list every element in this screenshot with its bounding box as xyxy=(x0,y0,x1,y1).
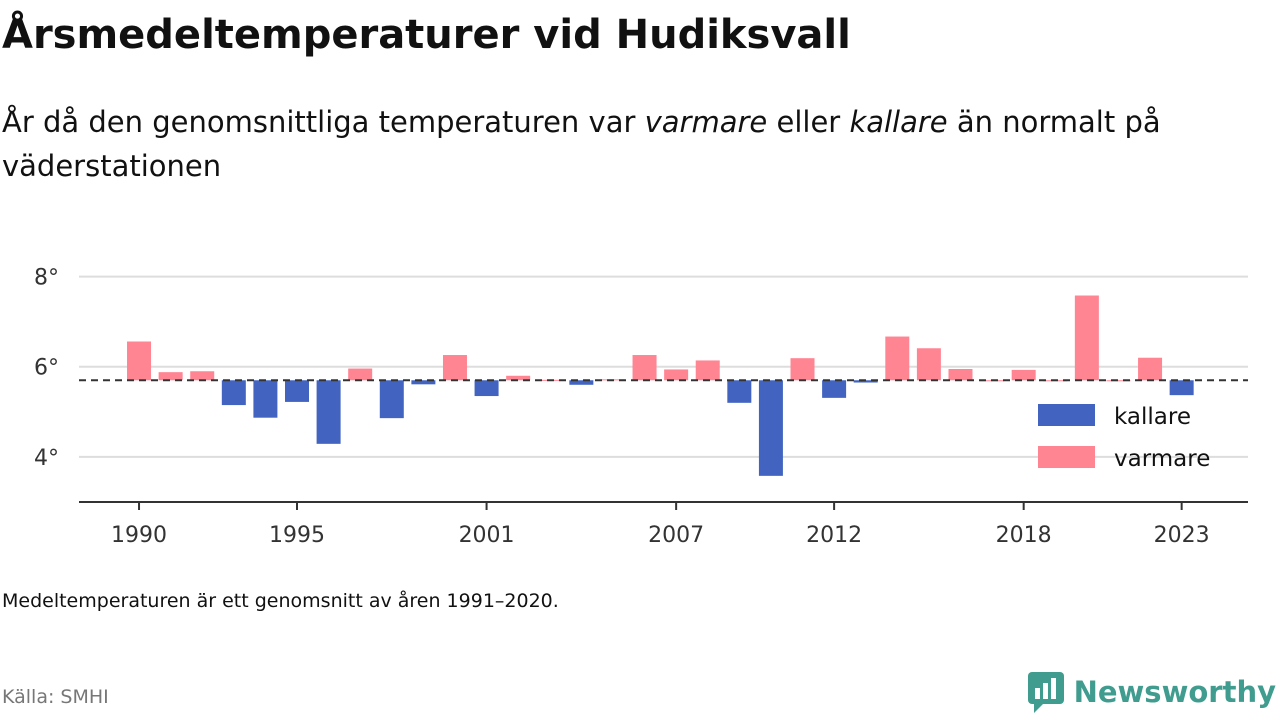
subtitle-emphasis-colder: kallare xyxy=(849,105,948,139)
x-tick-label: 2012 xyxy=(806,523,862,548)
bar-kallare xyxy=(221,380,246,406)
bar-varmare xyxy=(158,372,183,381)
bar-varmare xyxy=(632,355,657,381)
source-label: Källa: SMHI xyxy=(2,686,109,708)
x-tick-label: 2001 xyxy=(459,523,515,548)
bar-kallare xyxy=(379,380,404,419)
bar-kallare xyxy=(285,380,310,402)
bar-varmare xyxy=(695,360,720,381)
x-tick-label: 1995 xyxy=(269,523,325,548)
bar-varmare xyxy=(442,355,467,381)
y-tick-label: 8° xyxy=(34,266,59,291)
x-tick-label: 1990 xyxy=(111,523,167,548)
bar-varmare xyxy=(190,371,215,381)
bar-varmare xyxy=(348,368,373,381)
subtitle-text-middle: eller xyxy=(767,105,850,139)
subtitle-text-start: År då den genomsnittliga temperaturen va… xyxy=(2,105,645,139)
legend-label-kallare: kallare xyxy=(1114,404,1191,430)
bar-kallare xyxy=(411,380,436,385)
bar-varmare xyxy=(127,341,152,381)
chart-subtitle: År då den genomsnittliga temperaturen va… xyxy=(2,100,1262,188)
bar-kallare xyxy=(253,380,278,418)
bar-varmare xyxy=(1138,357,1163,381)
bar-varmare xyxy=(916,348,941,381)
x-tick-label: 2023 xyxy=(1154,523,1210,548)
bar-kallare xyxy=(569,380,594,385)
y-tick-label: 6° xyxy=(34,356,59,381)
bar-kallare xyxy=(1169,380,1194,396)
bar-kallare xyxy=(474,380,499,397)
bar-varmare xyxy=(948,369,973,381)
footnote: Medeltemperaturen är ett genomsnitt av å… xyxy=(2,590,559,612)
chart-title: Årsmedeltemperaturer vid Hudiksvall xyxy=(2,12,851,58)
bar-varmare xyxy=(790,358,815,381)
bar-varmare xyxy=(1074,295,1099,381)
x-tick-label: 2018 xyxy=(996,523,1052,548)
bar-varmare xyxy=(1011,369,1036,381)
bar-kallare xyxy=(316,380,341,444)
bar-kallare xyxy=(727,380,752,403)
newsworthy-logo-icon xyxy=(1027,672,1064,713)
subtitle-emphasis-warmer: varmare xyxy=(644,105,768,139)
bar-varmare xyxy=(885,336,910,381)
bar-kallare xyxy=(853,380,878,383)
subtitle-text-end: än normalt på väderstationen xyxy=(2,105,1161,183)
y-tick-label: 4° xyxy=(34,446,59,471)
brand-name: Newsworthy xyxy=(1073,675,1276,709)
newsworthy-brand[interactable]: Newsworthy xyxy=(1026,670,1276,714)
bar-varmare xyxy=(664,369,689,381)
bar-kallare xyxy=(758,380,783,476)
x-tick-label: 2007 xyxy=(648,523,704,548)
bar-kallare xyxy=(822,380,847,398)
bar-varmare xyxy=(506,375,531,381)
legend-swatch-varmare xyxy=(1038,446,1095,468)
legend-label-varmare: varmare xyxy=(1114,446,1210,472)
bar-varmare xyxy=(1106,380,1131,382)
legend-swatch-kallare xyxy=(1038,404,1095,426)
